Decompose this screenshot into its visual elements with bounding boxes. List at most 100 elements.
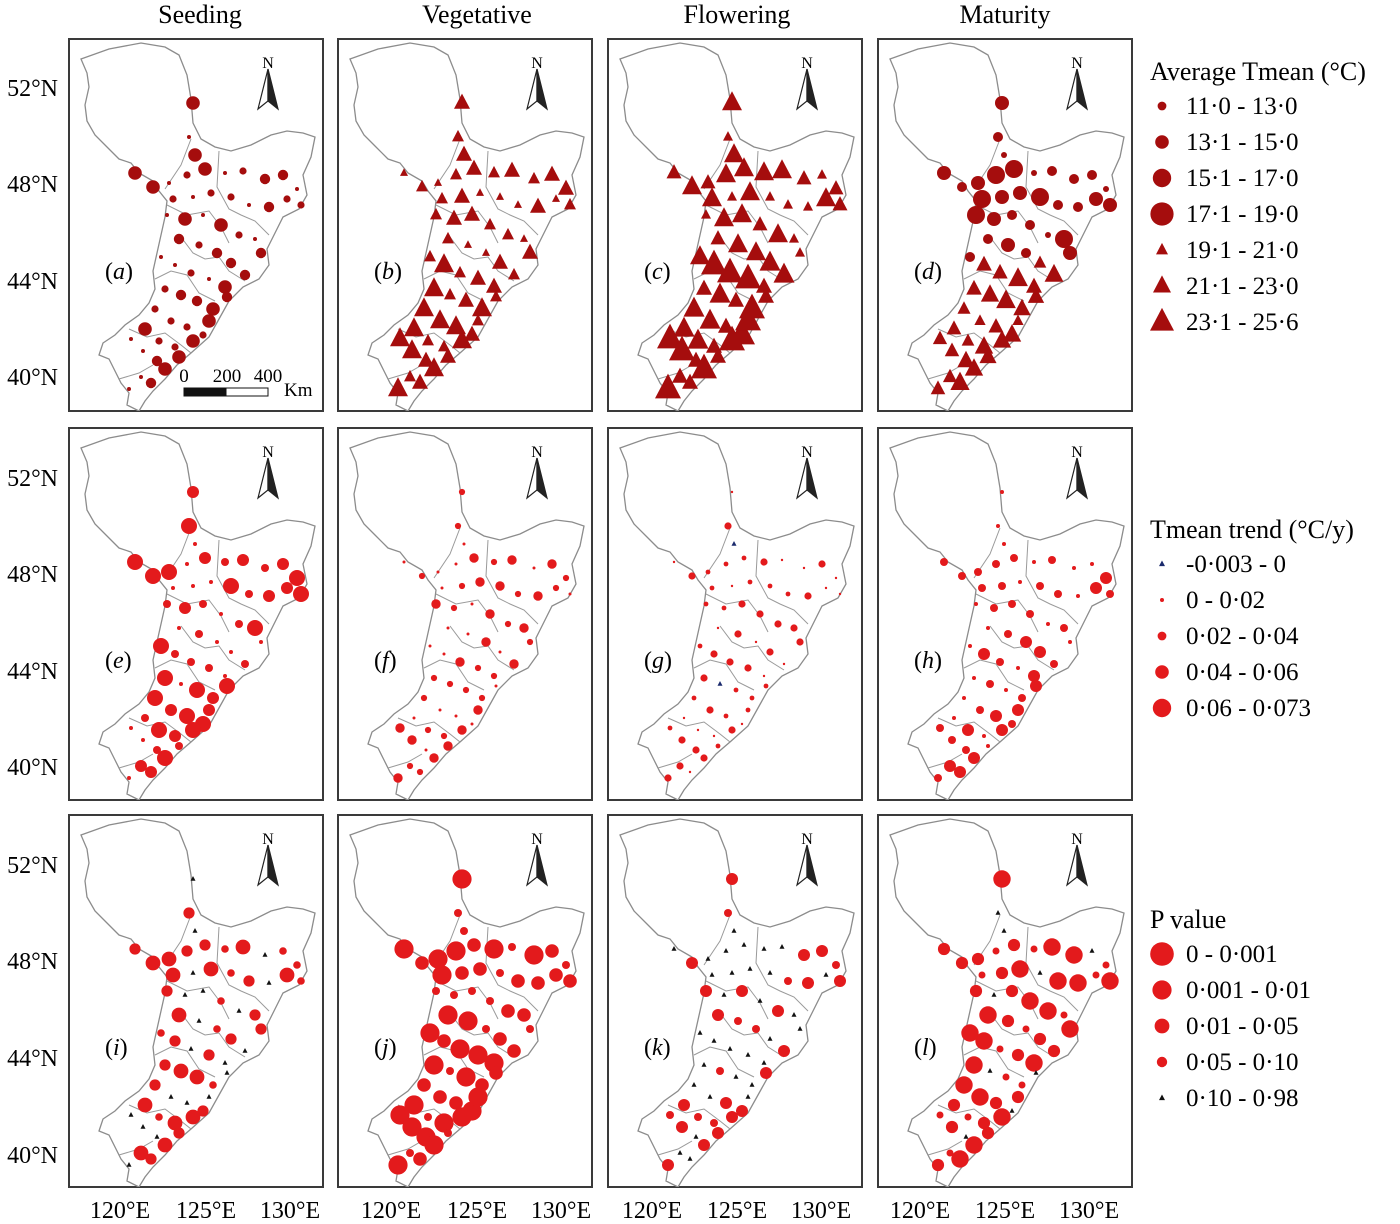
- station-marker: [971, 176, 985, 190]
- station-marker: [780, 558, 784, 562]
- station-marker: [229, 650, 233, 654]
- station-marker: [205, 664, 213, 672]
- station-marker: [1008, 720, 1016, 728]
- station-marker: [394, 939, 414, 959]
- station-marker: [169, 1035, 181, 1047]
- station-marker: [498, 650, 502, 654]
- station-marker: [803, 201, 813, 211]
- station-marker: [934, 774, 942, 782]
- panel-label: (h): [914, 648, 942, 674]
- station-marker: [1037, 970, 1043, 975]
- station-marker: [992, 560, 1000, 568]
- station-marker: [430, 309, 450, 329]
- station-marker: [187, 135, 191, 139]
- station-marker: [765, 191, 775, 201]
- station-marker: [961, 1024, 979, 1042]
- station-marker: [193, 542, 197, 546]
- station-marker: [1018, 1081, 1026, 1089]
- station-marker: [422, 333, 434, 346]
- station-marker: [796, 170, 812, 185]
- station-marker: [151, 305, 159, 313]
- station-marker: [698, 1139, 710, 1151]
- station-marker: [145, 377, 157, 389]
- station-marker: [490, 289, 502, 302]
- station-marker: [664, 774, 672, 782]
- station-marker: [189, 682, 205, 698]
- station-marker: [552, 584, 560, 592]
- station-marker: [466, 632, 470, 636]
- station-marker: [151, 722, 167, 738]
- station-marker: [429, 753, 439, 763]
- station-marker: [767, 970, 773, 975]
- station-marker: [215, 640, 219, 644]
- station-marker: [388, 377, 408, 397]
- station-marker: [1033, 1032, 1047, 1046]
- station-marker: [727, 191, 737, 201]
- legend-symbol: [1150, 202, 1174, 226]
- station-marker: [145, 1153, 157, 1165]
- station-marker: [952, 716, 956, 720]
- station-marker: [530, 197, 546, 213]
- station-marker: [1004, 630, 1012, 638]
- station-marker: [699, 308, 721, 329]
- station-marker: [741, 942, 747, 947]
- station-marker: [1007, 210, 1017, 220]
- station-marker: [754, 161, 774, 181]
- station-marker: [937, 942, 951, 956]
- station-marker: [734, 630, 742, 638]
- scale-tick-400: 400: [254, 366, 283, 387]
- station-marker: [179, 602, 191, 614]
- station-marker: [1069, 974, 1087, 992]
- station-marker: [201, 213, 205, 217]
- station-marker: [768, 223, 788, 243]
- station-marker: [763, 683, 769, 689]
- station-marker: [167, 181, 171, 185]
- station-marker: [171, 343, 179, 351]
- station-marker: [1072, 566, 1076, 570]
- station-marker: [804, 592, 812, 600]
- station-marker: [545, 944, 559, 958]
- station-marker: [455, 966, 469, 980]
- station-marker: [972, 676, 976, 680]
- lon-label: 120°E: [361, 1198, 421, 1224]
- panel-label: (d): [914, 259, 942, 285]
- legend-symbol: [1150, 307, 1174, 331]
- legend-label: 0·06 - 0·073: [1186, 695, 1311, 722]
- station-marker: [1012, 314, 1024, 326]
- station-marker: [532, 566, 536, 570]
- station-marker: [724, 909, 732, 917]
- station-marker: [1089, 192, 1103, 206]
- station-marker: [455, 657, 465, 667]
- station-marker: [709, 585, 715, 591]
- station-marker: [211, 247, 223, 259]
- station-marker: [1061, 1020, 1079, 1038]
- station-marker: [760, 558, 768, 566]
- station-marker: [772, 1005, 784, 1017]
- station-marker: [735, 263, 761, 289]
- lon-label: 130°E: [531, 1198, 591, 1224]
- latitude-axis-row1: 52°N 48°N 44°N 40°N: [7, 76, 58, 391]
- station-marker: [1005, 160, 1023, 178]
- station-marker: [416, 179, 428, 192]
- station-marker: [993, 1108, 1011, 1126]
- station-marker: [236, 1008, 242, 1013]
- station-marker: [940, 558, 948, 566]
- legend-symbol: [1157, 101, 1167, 111]
- station-marker: [971, 1088, 989, 1106]
- station-marker: [740, 181, 760, 201]
- station-marker: [752, 216, 768, 231]
- station-marker: [756, 277, 772, 293]
- station-marker: [454, 714, 458, 718]
- station-marker: [243, 975, 255, 987]
- station-marker: [452, 129, 464, 142]
- station-marker: [452, 1107, 472, 1127]
- station-marker: [195, 630, 203, 638]
- legend-title: Tmean trend (°C/y): [1150, 515, 1354, 544]
- station-marker: [263, 590, 275, 602]
- station-marker: [734, 1017, 742, 1025]
- station-marker: [213, 1025, 221, 1033]
- north-label: N: [801, 444, 813, 461]
- station-marker: [710, 1119, 718, 1127]
- map-panel: N (i): [68, 814, 324, 1188]
- station-marker: [666, 164, 682, 179]
